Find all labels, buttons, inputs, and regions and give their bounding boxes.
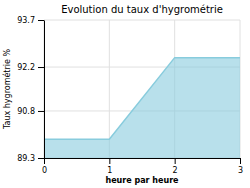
tick: 1 xyxy=(107,158,112,175)
title: Evolution du taux d'hygrométrie xyxy=(61,4,223,15)
tick-label: 1 xyxy=(107,166,112,175)
tick: 93.7 xyxy=(17,16,44,25)
tick-mark xyxy=(38,67,44,68)
tick-label: 2 xyxy=(173,166,178,175)
tick-mark xyxy=(38,158,44,159)
grid-line-y xyxy=(44,20,240,21)
tick-label: 89.3 xyxy=(17,154,35,163)
tick: 0 xyxy=(42,158,47,175)
tick: 3 xyxy=(238,158,243,175)
x-axis: 0 1 2 3 xyxy=(42,158,243,175)
tick-label: 92.2 xyxy=(17,63,35,72)
tick-label: 3 xyxy=(238,166,243,175)
area xyxy=(44,58,240,158)
tick-mark xyxy=(175,158,176,164)
axis-line xyxy=(44,21,45,159)
tick-mark xyxy=(38,111,44,112)
tick: 2 xyxy=(173,158,178,175)
y-axis: 89.3 90.8 92.2 93.7 xyxy=(17,16,44,163)
tick-mark xyxy=(38,20,44,21)
chart: 0 1 2 3 89.3 90.8 92.2 93.7 Evolution du taux d'… xyxy=(0,0,250,188)
tick-label: 93.7 xyxy=(17,16,35,25)
x-axis-title: heure par heure xyxy=(105,176,179,185)
y-axis-title: Taux hygrométrie % xyxy=(2,49,12,131)
plot: 0 1 2 3 89.3 90.8 92.2 93.7 xyxy=(17,16,243,175)
tick: 92.2 xyxy=(17,63,44,72)
marks xyxy=(44,58,240,158)
grid-line-x xyxy=(44,20,45,158)
tick-label: 0 xyxy=(42,166,47,175)
tick: 90.8 xyxy=(17,107,44,116)
grid xyxy=(44,20,240,158)
axis-line xyxy=(45,158,241,159)
line xyxy=(44,58,240,140)
tick-mark xyxy=(44,158,45,164)
tick: 89.3 xyxy=(17,154,44,163)
tick-mark xyxy=(109,158,110,164)
tick-mark xyxy=(240,158,241,164)
grid-line-x xyxy=(109,20,110,158)
tick-label: 90.8 xyxy=(17,107,35,116)
